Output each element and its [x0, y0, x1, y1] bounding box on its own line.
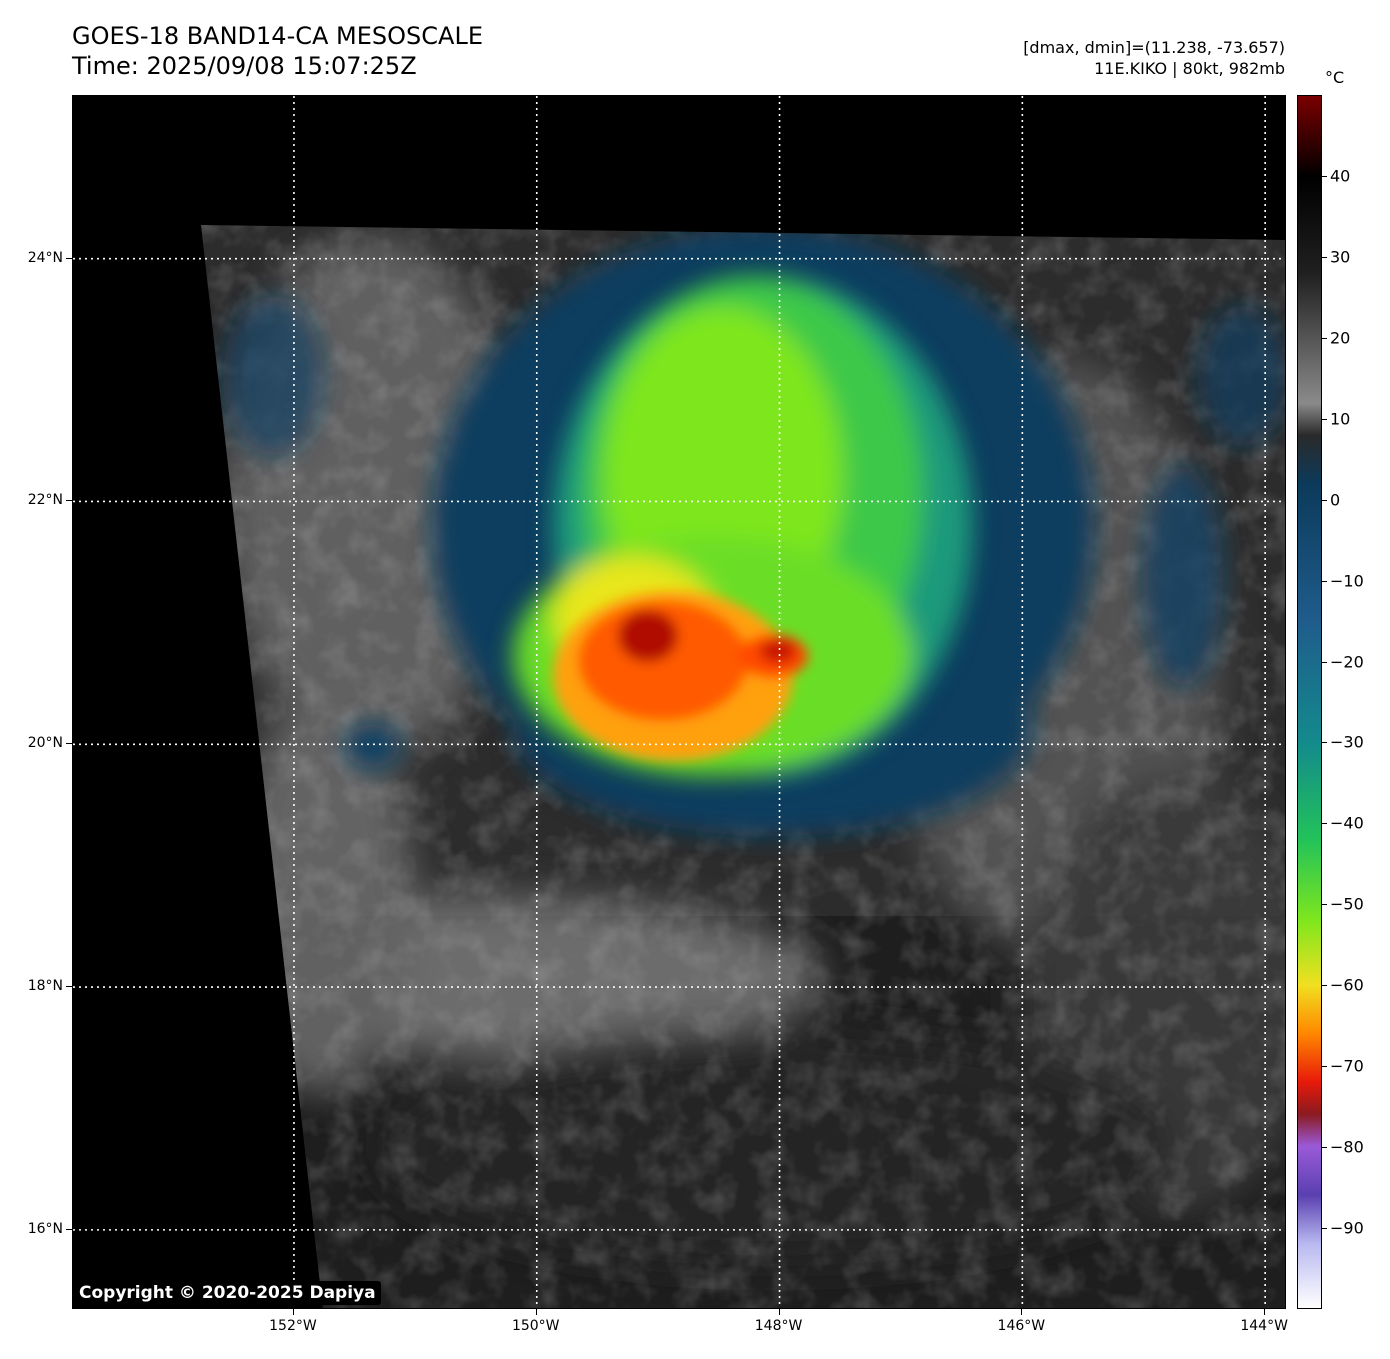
lon-tick-mark: [535, 1309, 537, 1315]
colorbar-tick-mark: [1322, 985, 1327, 987]
colorbar-tick-label: −70: [1330, 1056, 1364, 1076]
lat-tick-label: 24°N: [27, 249, 63, 266]
lon-tick-label: 150°W: [511, 1318, 560, 1334]
colorbar-tick-label: −10: [1330, 571, 1364, 591]
colorbar-tick-mark: [1322, 1066, 1327, 1068]
lon-tick-mark: [778, 1309, 780, 1315]
satellite-map-panel: [72, 95, 1286, 1309]
graticule: [73, 96, 1285, 1308]
colorbar-tick-mark: [1322, 580, 1327, 582]
lat-tick-label: 16°N: [27, 1220, 63, 1237]
lon-tick-label: 152°W: [269, 1318, 317, 1334]
colorbar-tick-mark: [1322, 742, 1327, 744]
colorbar-tick-label: 20: [1330, 328, 1351, 348]
lat-tick-mark: [66, 743, 72, 745]
colorbar-tick-mark: [1322, 1147, 1327, 1149]
temperature-colorbar: [1297, 95, 1322, 1309]
lat-tick-label: 18°N: [27, 978, 63, 995]
lon-tick-label: 146°W: [997, 1318, 1046, 1334]
lat-tick-mark: [66, 500, 72, 502]
dmax-dmin-readout: [dmax, dmin]=(11.238, -73.657): [1023, 38, 1285, 57]
colorbar-tick-mark: [1322, 499, 1327, 501]
map-time: Time: 2025/09/08 15:07:25Z: [72, 52, 417, 80]
colorbar-tick-label: −50: [1330, 894, 1364, 914]
lon-tick-label: 148°W: [754, 1318, 803, 1334]
colorbar-tick-label: 30: [1330, 247, 1351, 267]
swath-imagery: [201, 225, 1285, 1308]
colorbar-tick-label: 0: [1330, 490, 1341, 510]
colorbar-tick-label: 10: [1330, 409, 1351, 429]
map-title: GOES-18 BAND14-CA MESOSCALE: [72, 22, 483, 50]
lon-tick-mark: [292, 1309, 294, 1315]
lat-tick-label: 20°N: [27, 735, 63, 752]
lat-tick-mark: [66, 986, 72, 988]
copyright-label: Copyright © 2020-2025 Dapiya: [74, 1281, 381, 1305]
lat-tick-mark: [66, 257, 72, 259]
colorbar-tick-label: −90: [1330, 1218, 1364, 1238]
lat-tick-mark: [66, 1228, 72, 1230]
colorbar-tick-mark: [1322, 175, 1327, 177]
colorbar-tick-mark: [1322, 661, 1327, 663]
storm-info: 11E.KIKO | 80kt, 982mb: [1094, 59, 1285, 78]
colorbar-tick-label: −60: [1330, 975, 1364, 995]
colorbar-tick-label: −20: [1330, 652, 1364, 672]
colorbar-tick-mark: [1322, 256, 1327, 258]
colorbar-tick-label: −30: [1330, 732, 1364, 752]
colorbar-tick-label: 40: [1330, 166, 1351, 186]
colorbar-tick-mark: [1322, 1228, 1327, 1230]
colorbar-tick-label: −80: [1330, 1137, 1364, 1157]
colorbar-tick-mark: [1322, 418, 1327, 420]
lon-tick-mark: [1021, 1309, 1023, 1315]
colorbar-unit: °C: [1325, 68, 1345, 87]
colorbar-tick-mark: [1322, 904, 1327, 906]
colorbar-tick-label: −40: [1330, 813, 1364, 833]
colorbar-tick-mark: [1322, 337, 1327, 339]
lon-tick-mark: [1264, 1309, 1266, 1315]
colorbar-tick-mark: [1322, 823, 1327, 825]
satellite-image: [73, 96, 1285, 1308]
lat-tick-label: 22°N: [27, 492, 63, 509]
lon-tick-label: 144°W: [1240, 1318, 1288, 1334]
